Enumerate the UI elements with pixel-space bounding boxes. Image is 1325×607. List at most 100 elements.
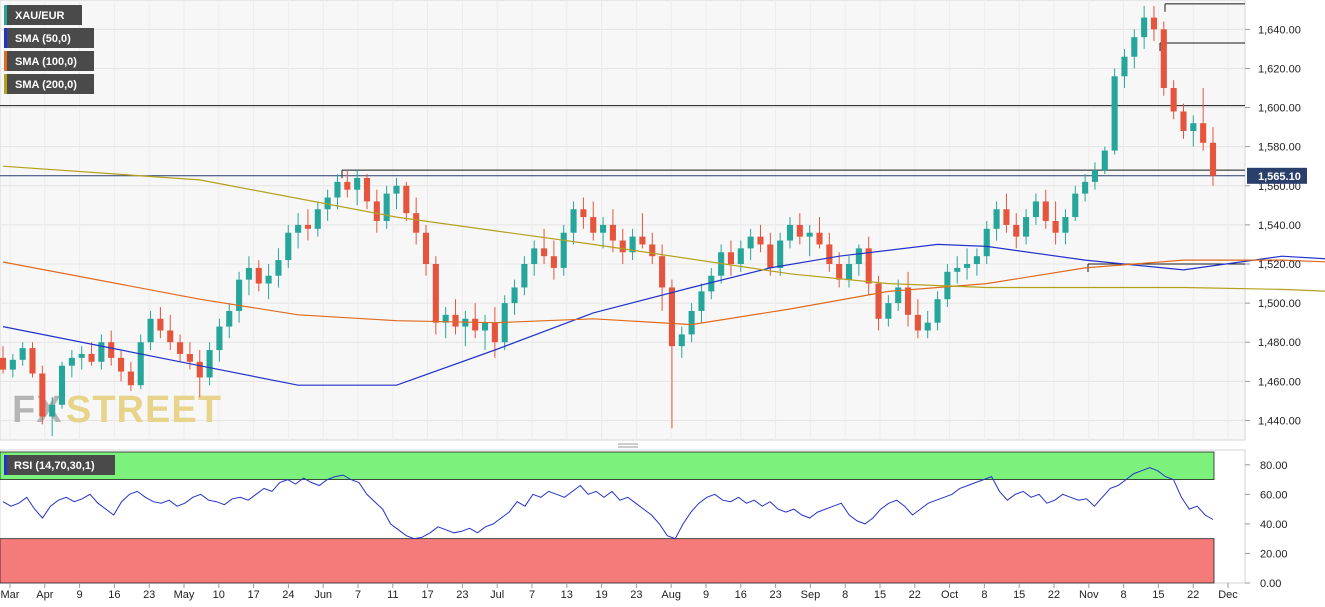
candle-body bbox=[1111, 76, 1118, 151]
candle-body bbox=[767, 244, 774, 268]
candle-body bbox=[255, 267, 262, 284]
candle-body bbox=[117, 357, 125, 372]
price-axis-tick-label: 1,480.00 bbox=[1258, 337, 1301, 349]
rsi-legend-swatch bbox=[4, 455, 7, 475]
sma-100-line bbox=[2, 259, 1325, 326]
date-axis-tick-label: 22 bbox=[1187, 589, 1199, 601]
candle-body bbox=[786, 224, 794, 241]
legend-item-swatch bbox=[4, 74, 7, 94]
date-axis-tick-label: 7 bbox=[355, 589, 361, 601]
candle-body bbox=[127, 371, 134, 386]
candle-body bbox=[560, 232, 567, 268]
candle-body bbox=[806, 232, 813, 237]
date-axis-tick-label: 23 bbox=[456, 589, 468, 601]
candle-body bbox=[1131, 37, 1138, 57]
candle-body bbox=[796, 224, 803, 237]
date-axis-tick-label: 22 bbox=[909, 589, 921, 601]
candle-body bbox=[1121, 56, 1128, 77]
candle-body bbox=[422, 232, 430, 264]
candle-body bbox=[639, 236, 646, 245]
candle-body bbox=[914, 314, 921, 331]
candle-body bbox=[1150, 17, 1158, 30]
legend-item-label: SMA (50,0) bbox=[15, 33, 71, 45]
candle-body bbox=[1170, 88, 1177, 112]
candle-body bbox=[855, 248, 862, 264]
date-axis-tick-label: 19 bbox=[595, 589, 607, 601]
candle-body bbox=[275, 260, 282, 276]
candle-body bbox=[619, 240, 626, 253]
date-axis-tick-label: 17 bbox=[247, 589, 259, 601]
candle-body bbox=[373, 201, 380, 221]
candle-body bbox=[363, 177, 371, 202]
candle-body bbox=[570, 209, 577, 233]
candle-body bbox=[226, 310, 233, 327]
rsi-legend-label: RSI (14,70,30,1) bbox=[14, 460, 95, 472]
rsi-zones bbox=[0, 451, 1215, 584]
legend-item-label: SMA (200,0) bbox=[15, 79, 77, 91]
legend-item-background bbox=[4, 74, 94, 94]
candle-body bbox=[708, 275, 715, 292]
rsi-axis-tick-label: 20.00 bbox=[1260, 548, 1288, 560]
legend-item-label: XAU/EUR bbox=[15, 10, 65, 22]
candle-body bbox=[845, 264, 853, 280]
candle-body bbox=[885, 303, 892, 319]
candle-body bbox=[649, 244, 656, 257]
date-axis-tick-label: 22 bbox=[1048, 589, 1060, 601]
price-legend: XAU/EUR SMA (50,0) SMA (100,0) SMA (200,0) bbox=[4, 5, 94, 94]
price-axis-tick-label: 1,440.00 bbox=[1258, 415, 1301, 427]
candle-body bbox=[1091, 170, 1099, 182]
candle-body bbox=[472, 318, 479, 331]
date-axis-tick-label: May bbox=[174, 589, 195, 601]
candle-body bbox=[1023, 217, 1030, 237]
date-axis-tick-label: Apr bbox=[36, 589, 53, 601]
price-axis-tick-label: 1,580.00 bbox=[1258, 142, 1301, 154]
candle-body bbox=[993, 209, 1000, 229]
candle-body bbox=[481, 322, 489, 331]
candle-body bbox=[1209, 142, 1217, 176]
candle-body bbox=[29, 348, 36, 374]
date-axis-tick-label: 17 bbox=[421, 589, 433, 601]
candle-body bbox=[1200, 123, 1207, 143]
date-axis-tick-label: 23 bbox=[143, 589, 155, 601]
rsi-oversold-zone bbox=[0, 538, 1215, 584]
candle-body bbox=[167, 330, 174, 343]
candle-body bbox=[1003, 209, 1010, 225]
candle-body bbox=[668, 287, 675, 347]
candle-body bbox=[236, 279, 243, 311]
date-axis-tick-label: 15 bbox=[874, 589, 886, 601]
candle-body bbox=[383, 193, 390, 221]
price-axis-tick-label: 1,620.00 bbox=[1258, 63, 1301, 75]
legend-item-background bbox=[4, 28, 94, 48]
candle-body bbox=[393, 185, 400, 194]
candle-body bbox=[895, 287, 902, 304]
date-axis-tick-label: 10 bbox=[213, 589, 225, 601]
candle-body bbox=[609, 224, 616, 241]
candle-body bbox=[1042, 201, 1049, 221]
candle-body bbox=[78, 353, 85, 358]
panel-resize-handle[interactable] bbox=[618, 443, 638, 448]
price-axis-tick-label: 1,540.00 bbox=[1258, 220, 1301, 232]
candle-body bbox=[511, 287, 518, 304]
date-axis-tick-label: 7 bbox=[529, 589, 535, 601]
date-axis-tick-label: 8 bbox=[1121, 589, 1127, 601]
candle-body bbox=[934, 299, 941, 323]
rsi-axis-tick-label: 60.00 bbox=[1260, 489, 1288, 501]
legend-item-swatch bbox=[4, 51, 7, 71]
candle-body bbox=[344, 181, 351, 190]
candle-body bbox=[285, 232, 292, 261]
candle-body bbox=[1013, 224, 1020, 237]
candle-body bbox=[98, 342, 105, 362]
date-axis-tick-label: 9 bbox=[703, 589, 709, 601]
candle-body bbox=[727, 252, 735, 264]
candle-body bbox=[924, 322, 931, 331]
sma-200-line bbox=[2, 165, 1325, 292]
candle-body bbox=[354, 177, 361, 190]
candle-body bbox=[137, 342, 144, 386]
candle-body bbox=[452, 314, 459, 327]
candle-body bbox=[1062, 217, 1069, 233]
candle-body bbox=[757, 236, 764, 245]
legend-item-background bbox=[4, 5, 82, 25]
date-axis-tick-label: 13 bbox=[561, 589, 573, 601]
date-axis-tick-label: 9 bbox=[77, 589, 83, 601]
last-price-label: 1,565.10 bbox=[1258, 171, 1301, 183]
